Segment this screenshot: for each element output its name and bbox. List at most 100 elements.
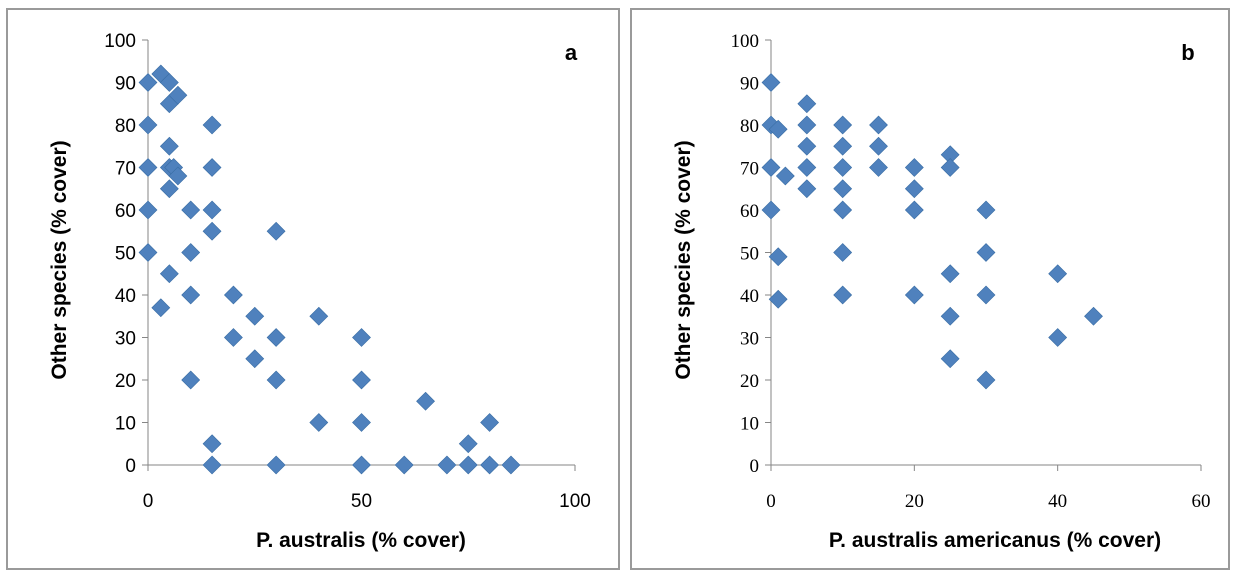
chart-a-data-point <box>138 115 158 135</box>
chart-a-data-point <box>245 306 265 326</box>
chart-b-data-point <box>976 243 996 262</box>
chart-a-y-tick-label: 50 <box>115 244 136 265</box>
chart-panel-a <box>6 8 620 570</box>
chart-a-data-point <box>151 298 171 318</box>
chart-a-data-point <box>168 166 188 186</box>
chart-b-data-point <box>904 200 924 220</box>
chart-b-data-point <box>904 285 924 305</box>
chart-b-y-tick-label: 70 <box>740 159 759 180</box>
chart-b-data-point <box>833 200 853 220</box>
chart-a-data-point <box>352 455 371 475</box>
chart-b-data-point <box>869 136 888 156</box>
chart-b-data-point <box>797 179 817 199</box>
chart-a-y-tick-label: 60 <box>115 201 136 222</box>
chart-a-data-point <box>181 285 201 305</box>
chart-a-data-point <box>437 455 457 475</box>
chart-a-data-point <box>480 455 500 475</box>
chart-b-data-point <box>775 166 795 186</box>
chart-b-data-point <box>1048 328 1068 347</box>
chart-panel-b <box>630 8 1230 570</box>
chart-a-data-point <box>138 200 158 220</box>
chart-b-y-tick-label: 20 <box>740 371 759 392</box>
chart-a-data-point <box>266 328 286 347</box>
chart-b-data-point <box>833 179 853 199</box>
chart-b-data-point <box>761 200 781 220</box>
chart-a-y-tick-label: 80 <box>115 116 136 137</box>
chart-b-y-tick-label: 10 <box>740 414 759 435</box>
chart-b-data-point <box>976 200 996 220</box>
chart-b-y-tick-label: 0 <box>750 456 760 477</box>
chart-b-data-point <box>833 158 853 177</box>
chart-b-data-point <box>833 115 853 135</box>
chart-b-x-tick-label: 0 <box>766 491 776 512</box>
chart-a-data-point <box>266 221 286 241</box>
chart-b-x-axis-title: P. australis americanus (% cover) <box>829 529 1161 552</box>
chart-b-data-point <box>1048 264 1068 284</box>
chart-a-y-tick-label: 100 <box>104 31 136 52</box>
chart-a-data-point <box>458 434 478 454</box>
chart-a-y-tick-label: 0 <box>125 456 136 477</box>
chart-a-data-point <box>138 73 158 92</box>
chart-a-data-point <box>309 306 329 326</box>
chart-a-y-tick-label: 40 <box>115 286 136 307</box>
chart-a-data-point <box>159 136 179 156</box>
chart-b-data-point <box>797 94 817 114</box>
chart-a-data-point <box>501 455 521 475</box>
chart-a-panel-label: a <box>565 40 578 65</box>
chart-b-data-point <box>768 119 788 139</box>
chart-b-data-point <box>869 158 888 177</box>
chart-b-data-point <box>768 247 788 267</box>
chart-a-data-point <box>309 413 329 432</box>
chart-b-data-point <box>797 136 817 156</box>
chart-b-data-point <box>768 289 788 309</box>
chart-a-data-point <box>202 115 222 135</box>
chart-a-data-point <box>138 158 158 177</box>
chart-a-data-point <box>202 434 222 454</box>
chart-b-y-tick-label: 30 <box>740 329 759 350</box>
chart-b-x-tick-label: 20 <box>905 491 924 512</box>
chart-a-data-point <box>168 85 188 105</box>
chart-b-data-point <box>797 158 817 177</box>
chart-a-data-point <box>202 158 222 177</box>
chart-b-y-tick-label: 60 <box>740 201 759 222</box>
chart-a-y-tick-label: 70 <box>115 159 136 180</box>
chart-a-data-point <box>266 370 286 390</box>
chart-a-data-point <box>416 391 435 411</box>
chart-a-data-point <box>138 243 158 262</box>
chart-a-data-point <box>352 328 371 347</box>
chart-a-data-point <box>202 221 222 241</box>
chart-a-x-axis-title: P. australis (% cover) <box>256 529 466 552</box>
chart-a-y-tick-label: 30 <box>115 329 136 350</box>
chart-b-panel-label: b <box>1181 40 1194 65</box>
chart-b-data-point <box>833 285 853 305</box>
chart-b-data-point <box>833 136 853 156</box>
chart-b-data-point <box>940 158 960 177</box>
chart-b-data-point <box>940 349 960 369</box>
chart-a-y-tick-label: 10 <box>115 414 136 435</box>
chart-b-y-tick-label: 40 <box>740 286 759 307</box>
chart-b-data-point <box>976 370 996 390</box>
chart-a-data-point <box>223 328 243 347</box>
chart-a-data-point <box>181 370 201 390</box>
chart-a-data-point <box>159 264 179 284</box>
chart-b-data-point <box>833 243 853 262</box>
chart-b-data-point <box>976 285 996 305</box>
chart-b-data-point <box>940 306 960 326</box>
chart-a-data-point <box>266 455 286 475</box>
chart-b-y-tick-label: 90 <box>740 74 759 95</box>
chart-a-data-point <box>480 413 500 432</box>
chart-a-data-point <box>394 455 414 475</box>
chart-a-data-point <box>352 370 371 390</box>
chart-b-data-point <box>797 115 817 135</box>
chart-a-data-point <box>202 200 222 220</box>
chart-a-y-axis-title: Other species (% cover) <box>48 140 71 379</box>
chart-a-data-point <box>159 179 179 199</box>
chart-a-data-point <box>458 455 478 475</box>
chart-a-x-tick-label: 100 <box>559 491 591 512</box>
chart-a-data-point <box>181 200 201 220</box>
chart-b-data-point <box>761 73 781 92</box>
chart-a-x-tick-label: 0 <box>143 491 154 512</box>
chart-a-x-tick-label: 50 <box>351 491 372 512</box>
chart-b-y-tick-label: 100 <box>731 31 760 52</box>
